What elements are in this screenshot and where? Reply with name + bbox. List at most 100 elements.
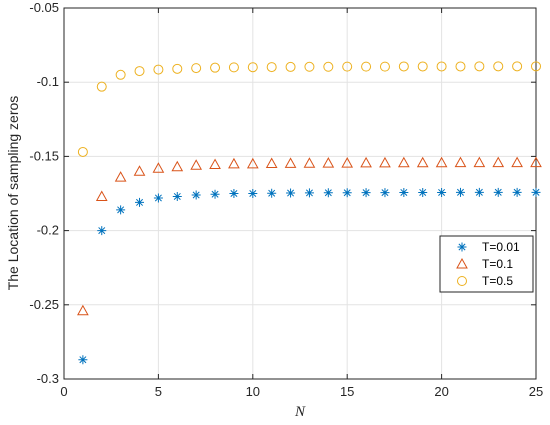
data-point bbox=[134, 66, 145, 77]
x-tick-label: 20 bbox=[434, 384, 448, 399]
data-point bbox=[418, 187, 428, 197]
data-point bbox=[474, 187, 484, 197]
data-point bbox=[342, 188, 352, 198]
data-point bbox=[210, 62, 221, 73]
data-point bbox=[229, 189, 239, 198]
data-point bbox=[531, 61, 541, 72]
data-point bbox=[493, 61, 504, 72]
y-tick-label: -0.15 bbox=[29, 148, 59, 163]
data-point bbox=[416, 156, 429, 168]
y-tick-label: -0.3 bbox=[37, 371, 59, 386]
legend-marker bbox=[457, 242, 467, 252]
x-tick-label: 15 bbox=[340, 384, 354, 399]
y-tick-label: -0.25 bbox=[29, 297, 59, 312]
data-point bbox=[455, 187, 465, 197]
data-point bbox=[474, 61, 485, 72]
data-point bbox=[380, 188, 390, 198]
data-point bbox=[135, 197, 145, 207]
x-axis-label: N bbox=[294, 404, 306, 420]
data-point bbox=[286, 188, 296, 198]
data-point bbox=[172, 63, 183, 74]
data-point bbox=[246, 157, 259, 169]
data-point bbox=[361, 61, 372, 72]
y-tick-label: -0.05 bbox=[29, 0, 59, 15]
series-t-0-01 bbox=[78, 187, 541, 365]
data-point bbox=[152, 162, 165, 173]
data-point bbox=[322, 157, 335, 168]
data-point bbox=[512, 61, 523, 72]
data-point bbox=[473, 156, 486, 168]
data-point bbox=[304, 61, 315, 72]
plot-area bbox=[64, 8, 536, 379]
data-point bbox=[190, 159, 203, 170]
legend-label: T=0.01 bbox=[482, 240, 520, 254]
data-point bbox=[77, 304, 89, 316]
data-point bbox=[172, 191, 182, 201]
data-point bbox=[115, 69, 126, 80]
data-point bbox=[97, 226, 107, 236]
data-point bbox=[191, 190, 201, 200]
data-point bbox=[323, 61, 334, 72]
data-point bbox=[417, 61, 428, 72]
data-point bbox=[437, 187, 447, 197]
series-t-0-5 bbox=[77, 61, 541, 157]
data-point bbox=[171, 160, 184, 172]
data-point bbox=[96, 81, 107, 92]
data-point bbox=[266, 62, 277, 73]
data-point bbox=[133, 165, 146, 176]
data-point bbox=[228, 157, 240, 169]
data-point bbox=[379, 61, 390, 72]
data-point bbox=[493, 187, 503, 197]
data-point bbox=[191, 63, 202, 74]
data-point bbox=[210, 189, 220, 199]
data-point bbox=[77, 146, 88, 157]
y-tick-label: -0.1 bbox=[37, 74, 59, 89]
x-tick-label: 10 bbox=[246, 384, 260, 399]
data-point bbox=[116, 205, 126, 215]
data-point bbox=[114, 171, 127, 182]
data-point bbox=[341, 157, 354, 168]
data-point bbox=[304, 188, 314, 198]
data-point bbox=[267, 188, 277, 198]
data-point bbox=[531, 187, 541, 197]
data-point bbox=[435, 156, 448, 168]
legend-label: T=0.1 bbox=[482, 257, 513, 271]
data-point bbox=[512, 187, 522, 197]
data-point bbox=[454, 156, 467, 168]
data-point bbox=[379, 156, 391, 168]
data-point bbox=[398, 61, 409, 72]
legend-marker bbox=[457, 276, 467, 286]
legend-label: T=0.5 bbox=[482, 274, 513, 288]
data-point bbox=[342, 61, 353, 72]
y-axis-label: The Location of sampling zeros bbox=[5, 96, 21, 291]
series-t-0-1 bbox=[77, 156, 542, 316]
data-markers bbox=[77, 61, 542, 365]
data-point bbox=[153, 64, 164, 75]
data-point bbox=[247, 62, 258, 73]
legend-marker bbox=[456, 257, 468, 269]
data-point bbox=[209, 158, 221, 170]
data-point bbox=[303, 157, 316, 168]
data-point bbox=[95, 190, 108, 201]
data-point bbox=[492, 156, 505, 168]
data-point bbox=[248, 189, 258, 198]
data-point bbox=[530, 156, 542, 168]
legend-box bbox=[439, 235, 534, 293]
x-tick-label: 5 bbox=[155, 384, 162, 399]
data-point bbox=[284, 157, 297, 168]
data-point bbox=[361, 188, 371, 198]
data-point bbox=[265, 157, 278, 169]
data-point bbox=[153, 193, 163, 203]
x-tick-label: 25 bbox=[529, 384, 543, 399]
x-tick-label: 0 bbox=[60, 384, 67, 399]
data-point bbox=[228, 62, 239, 73]
data-point bbox=[397, 156, 410, 168]
grid-lines bbox=[64, 8, 536, 379]
data-point bbox=[285, 61, 296, 72]
legend: T=0.01 T=0.1 T=0.5 bbox=[439, 235, 534, 293]
data-point bbox=[323, 188, 333, 198]
y-tick-label: -0.2 bbox=[37, 223, 59, 238]
data-point bbox=[78, 355, 88, 365]
data-point bbox=[436, 61, 447, 72]
